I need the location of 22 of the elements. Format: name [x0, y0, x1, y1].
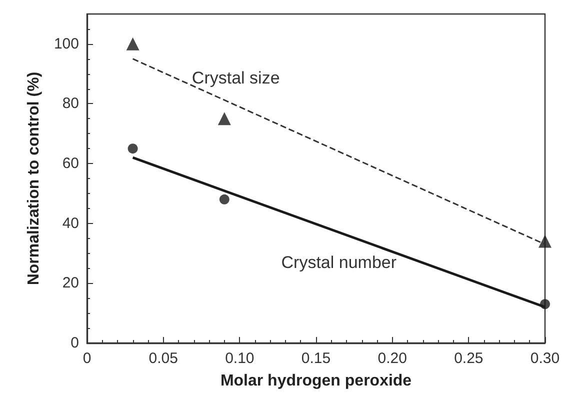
- point: [128, 144, 138, 154]
- point: [126, 37, 140, 50]
- x-tick-label: 0.20: [378, 350, 407, 367]
- series-label: Crystal number: [281, 252, 397, 272]
- y-tick-label: 100: [54, 35, 79, 52]
- point: [218, 112, 231, 126]
- x-tick-label: 0.25: [454, 350, 484, 367]
- point: [219, 194, 230, 204]
- x-tick-label: 0.30: [530, 350, 560, 367]
- x-tick-label: 0: [82, 350, 92, 367]
- x-tick-label: 0.10: [225, 350, 254, 367]
- y-tick-label: 40: [62, 214, 79, 232]
- y-tick-label: 20: [62, 274, 79, 292]
- series-label: Crystal size: [192, 68, 280, 88]
- y-tick-label: 0: [70, 334, 79, 352]
- y-tick-label: 60: [62, 155, 79, 172]
- x-tick-label: 0.05: [148, 350, 178, 367]
- x-axis-title: Molar hydrogen peroxide: [220, 372, 412, 390]
- point: [538, 234, 552, 248]
- x-tick-label: 0.15: [301, 350, 331, 367]
- y-axis-title: Normalization to control (%): [26, 72, 42, 286]
- y-tick-label: 80: [62, 95, 79, 112]
